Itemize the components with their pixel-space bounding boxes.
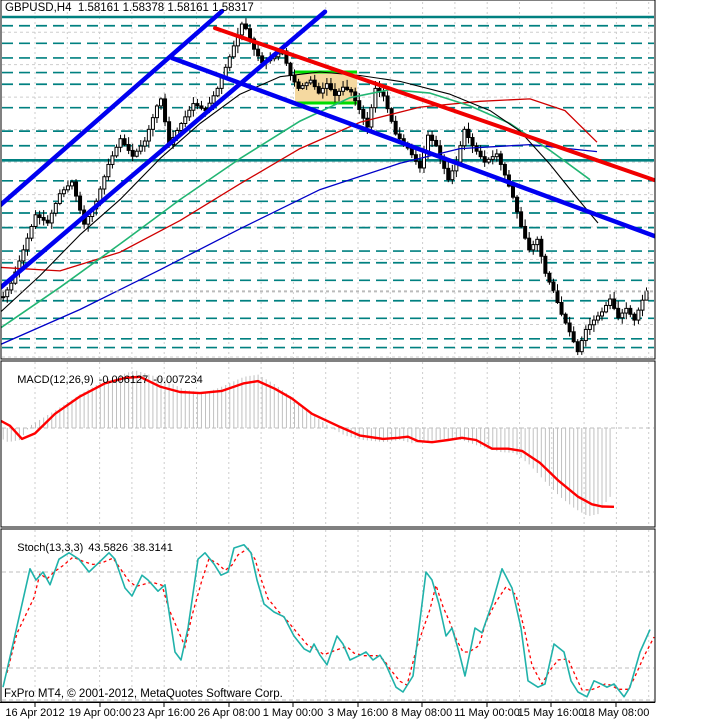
time-axis-label: 11 May 00:00 — [454, 707, 520, 719]
stoch-value-d: 38.3141 — [133, 542, 173, 554]
moving-averages — [1, 71, 599, 345]
panel-frames — [0, 0, 656, 707]
time-axis-label: 23 Apr 16:00 — [132, 707, 196, 719]
copyright-text: FxPro MT4, © 2001-2012, MetaQuotes Softw… — [4, 688, 283, 700]
stoch-value-k: 43.5826 — [88, 542, 129, 554]
time-axis-label: 1 May 00:00 — [262, 707, 324, 719]
stochastic-panel — [2, 530, 655, 701]
macd-name: MACD(12,26,9) — [17, 374, 94, 386]
candlesticks — [1, 18, 649, 356]
macd-value-main: -0.006127 — [98, 374, 149, 386]
stochastic-label: Stoch(13,3,3) 43.5826 38.3141 — [5, 530, 178, 566]
time-axis-label: 15 May 16:00 — [517, 707, 585, 719]
time-axis-label: 8 May 08:00 — [391, 707, 453, 719]
macd-label: MACD(12,26,9) -0.006127 -0.007234 — [5, 362, 208, 398]
macd-value-signal: -0.007234 — [153, 374, 203, 386]
stoch-name: Stoch(13,3,3) — [17, 542, 84, 554]
time-axis-label: 19 Apr 00:00 — [68, 707, 132, 719]
time-axis-label: 26 Apr 08:00 — [197, 707, 261, 719]
time-axis-label: 3 May 16:00 — [327, 707, 389, 719]
time-axis-label: 18 May 08:00 — [582, 707, 650, 719]
price-axis[interactable]: 1.627401.621851.616301.610751.605201.599… — [655, 0, 712, 724]
trendlines — [1, 8, 655, 291]
time-axis[interactable]: 16 Apr 2012 19 Apr 00:00 23 Apr 16:00 26 Ap… — [0, 702, 712, 724]
chart-title-ohlc: GBPUSD,H4 1.58161 1.58378 1.58161 1.5831… — [5, 2, 254, 14]
macd-panel — [1, 362, 654, 526]
time-axis-label: 16 Apr 2012 — [5, 707, 65, 719]
